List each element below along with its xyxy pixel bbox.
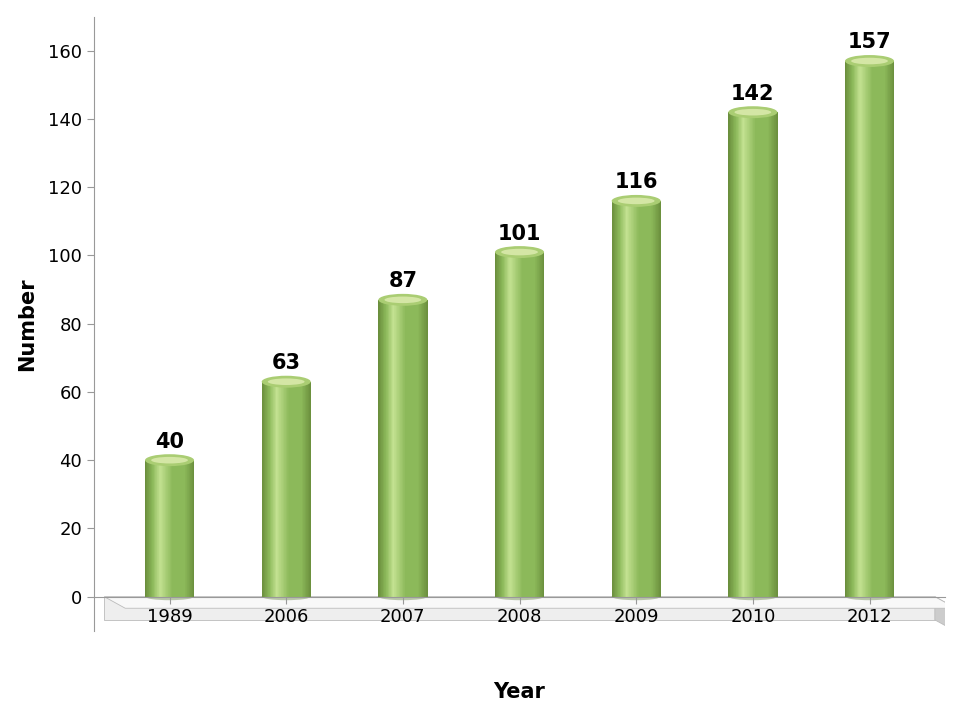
Ellipse shape [733,109,771,116]
Ellipse shape [727,106,776,118]
Ellipse shape [378,294,427,306]
Ellipse shape [267,378,305,385]
Ellipse shape [727,593,776,600]
Ellipse shape [617,198,653,204]
Ellipse shape [495,246,544,258]
Ellipse shape [501,249,537,256]
Y-axis label: Number: Number [16,277,37,371]
Ellipse shape [261,593,310,600]
Text: 116: 116 [614,173,657,192]
Ellipse shape [378,593,427,600]
Ellipse shape [145,454,194,466]
Text: 40: 40 [155,432,184,452]
Ellipse shape [844,593,893,600]
Text: 87: 87 [388,271,417,291]
Text: 142: 142 [730,84,774,104]
Ellipse shape [151,457,187,464]
Ellipse shape [844,55,893,67]
Polygon shape [104,596,955,608]
Ellipse shape [384,297,421,303]
Ellipse shape [145,593,194,600]
Polygon shape [934,596,955,632]
Ellipse shape [611,593,660,600]
Ellipse shape [495,593,544,600]
Text: 101: 101 [497,224,541,243]
Ellipse shape [850,58,887,64]
Text: 157: 157 [847,32,891,53]
Ellipse shape [611,195,660,207]
Ellipse shape [261,375,310,388]
Text: 63: 63 [271,353,301,373]
Polygon shape [104,596,934,620]
X-axis label: Year: Year [493,682,545,702]
